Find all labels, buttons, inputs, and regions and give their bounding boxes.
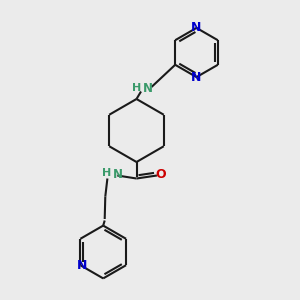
Text: N: N	[191, 70, 202, 84]
Text: N: N	[191, 21, 202, 34]
Text: N: N	[143, 82, 153, 95]
Text: H: H	[102, 168, 111, 178]
Text: O: O	[156, 168, 167, 182]
Text: N: N	[113, 168, 123, 181]
Text: N: N	[76, 259, 87, 272]
Text: H: H	[133, 83, 142, 93]
